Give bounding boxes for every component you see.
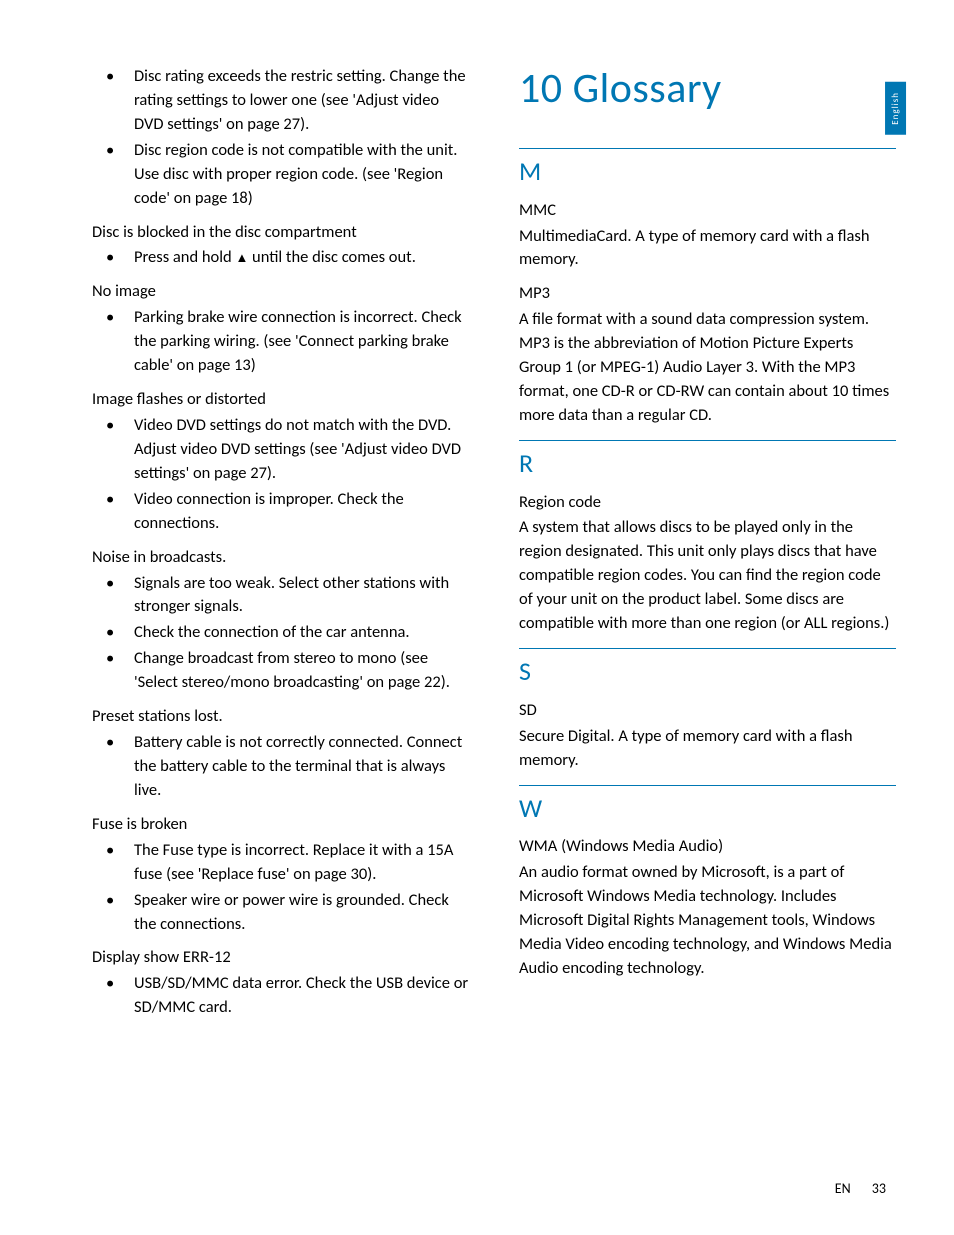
list-item: Signals are too weak. Select other stati… xyxy=(92,572,469,620)
section-heading: No image xyxy=(92,280,469,304)
section-bullets: Video DVD settings do not match with the… xyxy=(92,414,469,536)
glossary-definition: A system that allows discs to be played … xyxy=(519,516,896,636)
page-footer: EN 33 xyxy=(835,1179,886,1199)
list-item: Video connection is improper. Check the … xyxy=(92,488,469,536)
section-heading: Disc is blocked in the disc compartment xyxy=(92,221,469,245)
section-heading: Fuse is broken xyxy=(92,813,469,837)
glossary-term: SD xyxy=(519,699,896,723)
left-column: Disc rating exceeds the restric setting.… xyxy=(48,65,469,1026)
page-content: Disc rating exceeds the restric setting.… xyxy=(0,0,954,1026)
list-item: Battery cable is not correctly connected… xyxy=(92,731,469,803)
section-heading: Display show ERR-12 xyxy=(92,946,469,970)
list-item: Disc rating exceeds the restric setting.… xyxy=(92,65,469,137)
list-item: Press and hold ▲ until the disc comes ou… xyxy=(92,246,469,270)
glossary-term: WMA (Windows Media Audio) xyxy=(519,835,896,859)
section-bullets: The Fuse type is incorrect. Replace it w… xyxy=(92,839,469,937)
list-item: Speaker wire or power wire is grounded. … xyxy=(92,889,469,937)
glossary-letter: S xyxy=(519,648,896,691)
list-item: USB/SD/MMC data error. Check the USB dev… xyxy=(92,972,469,1020)
footer-language: EN xyxy=(835,1180,851,1197)
glossary-letter: W xyxy=(519,785,896,828)
section-heading: Image flashes or distorted xyxy=(92,388,469,412)
list-item: Check the connection of the car antenna. xyxy=(92,621,469,645)
intro-bullets: Disc rating exceeds the restric setting.… xyxy=(92,65,469,211)
footer-page-number: 33 xyxy=(872,1180,886,1197)
list-item: Parking brake wire connection is incorre… xyxy=(92,306,469,378)
glossary-term: MP3 xyxy=(519,282,896,306)
glossary-letter: R xyxy=(519,440,896,483)
glossary-letter: M xyxy=(519,148,896,191)
right-column: 10 Glossary M MMC MultimediaCard. A type… xyxy=(519,65,906,1026)
eject-icon: ▲ xyxy=(235,251,248,266)
section-bullets: Battery cable is not correctly connected… xyxy=(92,731,469,803)
list-item: Disc region code is not compatible with … xyxy=(92,139,469,211)
section-heading: Preset stations lost. xyxy=(92,705,469,729)
chapter-title: 10 Glossary xyxy=(519,59,896,120)
section-bullets: Press and hold ▲ until the disc comes ou… xyxy=(92,246,469,270)
glossary-definition: A file format with a sound data compress… xyxy=(519,308,896,428)
glossary-definition: Secure Digital. A type of memory card wi… xyxy=(519,725,896,773)
list-item: Video DVD settings do not match with the… xyxy=(92,414,469,486)
glossary-definition: An audio format owned by Microsoft, is a… xyxy=(519,861,896,981)
section-bullets: Signals are too weak. Select other stati… xyxy=(92,572,469,696)
section-bullets: USB/SD/MMC data error. Check the USB dev… xyxy=(92,972,469,1020)
section-heading: Noise in broadcasts. xyxy=(92,546,469,570)
glossary-term: Region code xyxy=(519,491,896,515)
glossary-definition: MultimediaCard. A type of memory card wi… xyxy=(519,225,896,273)
glossary-term: MMC xyxy=(519,199,896,223)
list-item: Change broadcast from stereo to mono (se… xyxy=(92,647,469,695)
list-item: The Fuse type is incorrect. Replace it w… xyxy=(92,839,469,887)
section-bullets: Parking brake wire connection is incorre… xyxy=(92,306,469,378)
language-tab: English xyxy=(885,82,906,135)
